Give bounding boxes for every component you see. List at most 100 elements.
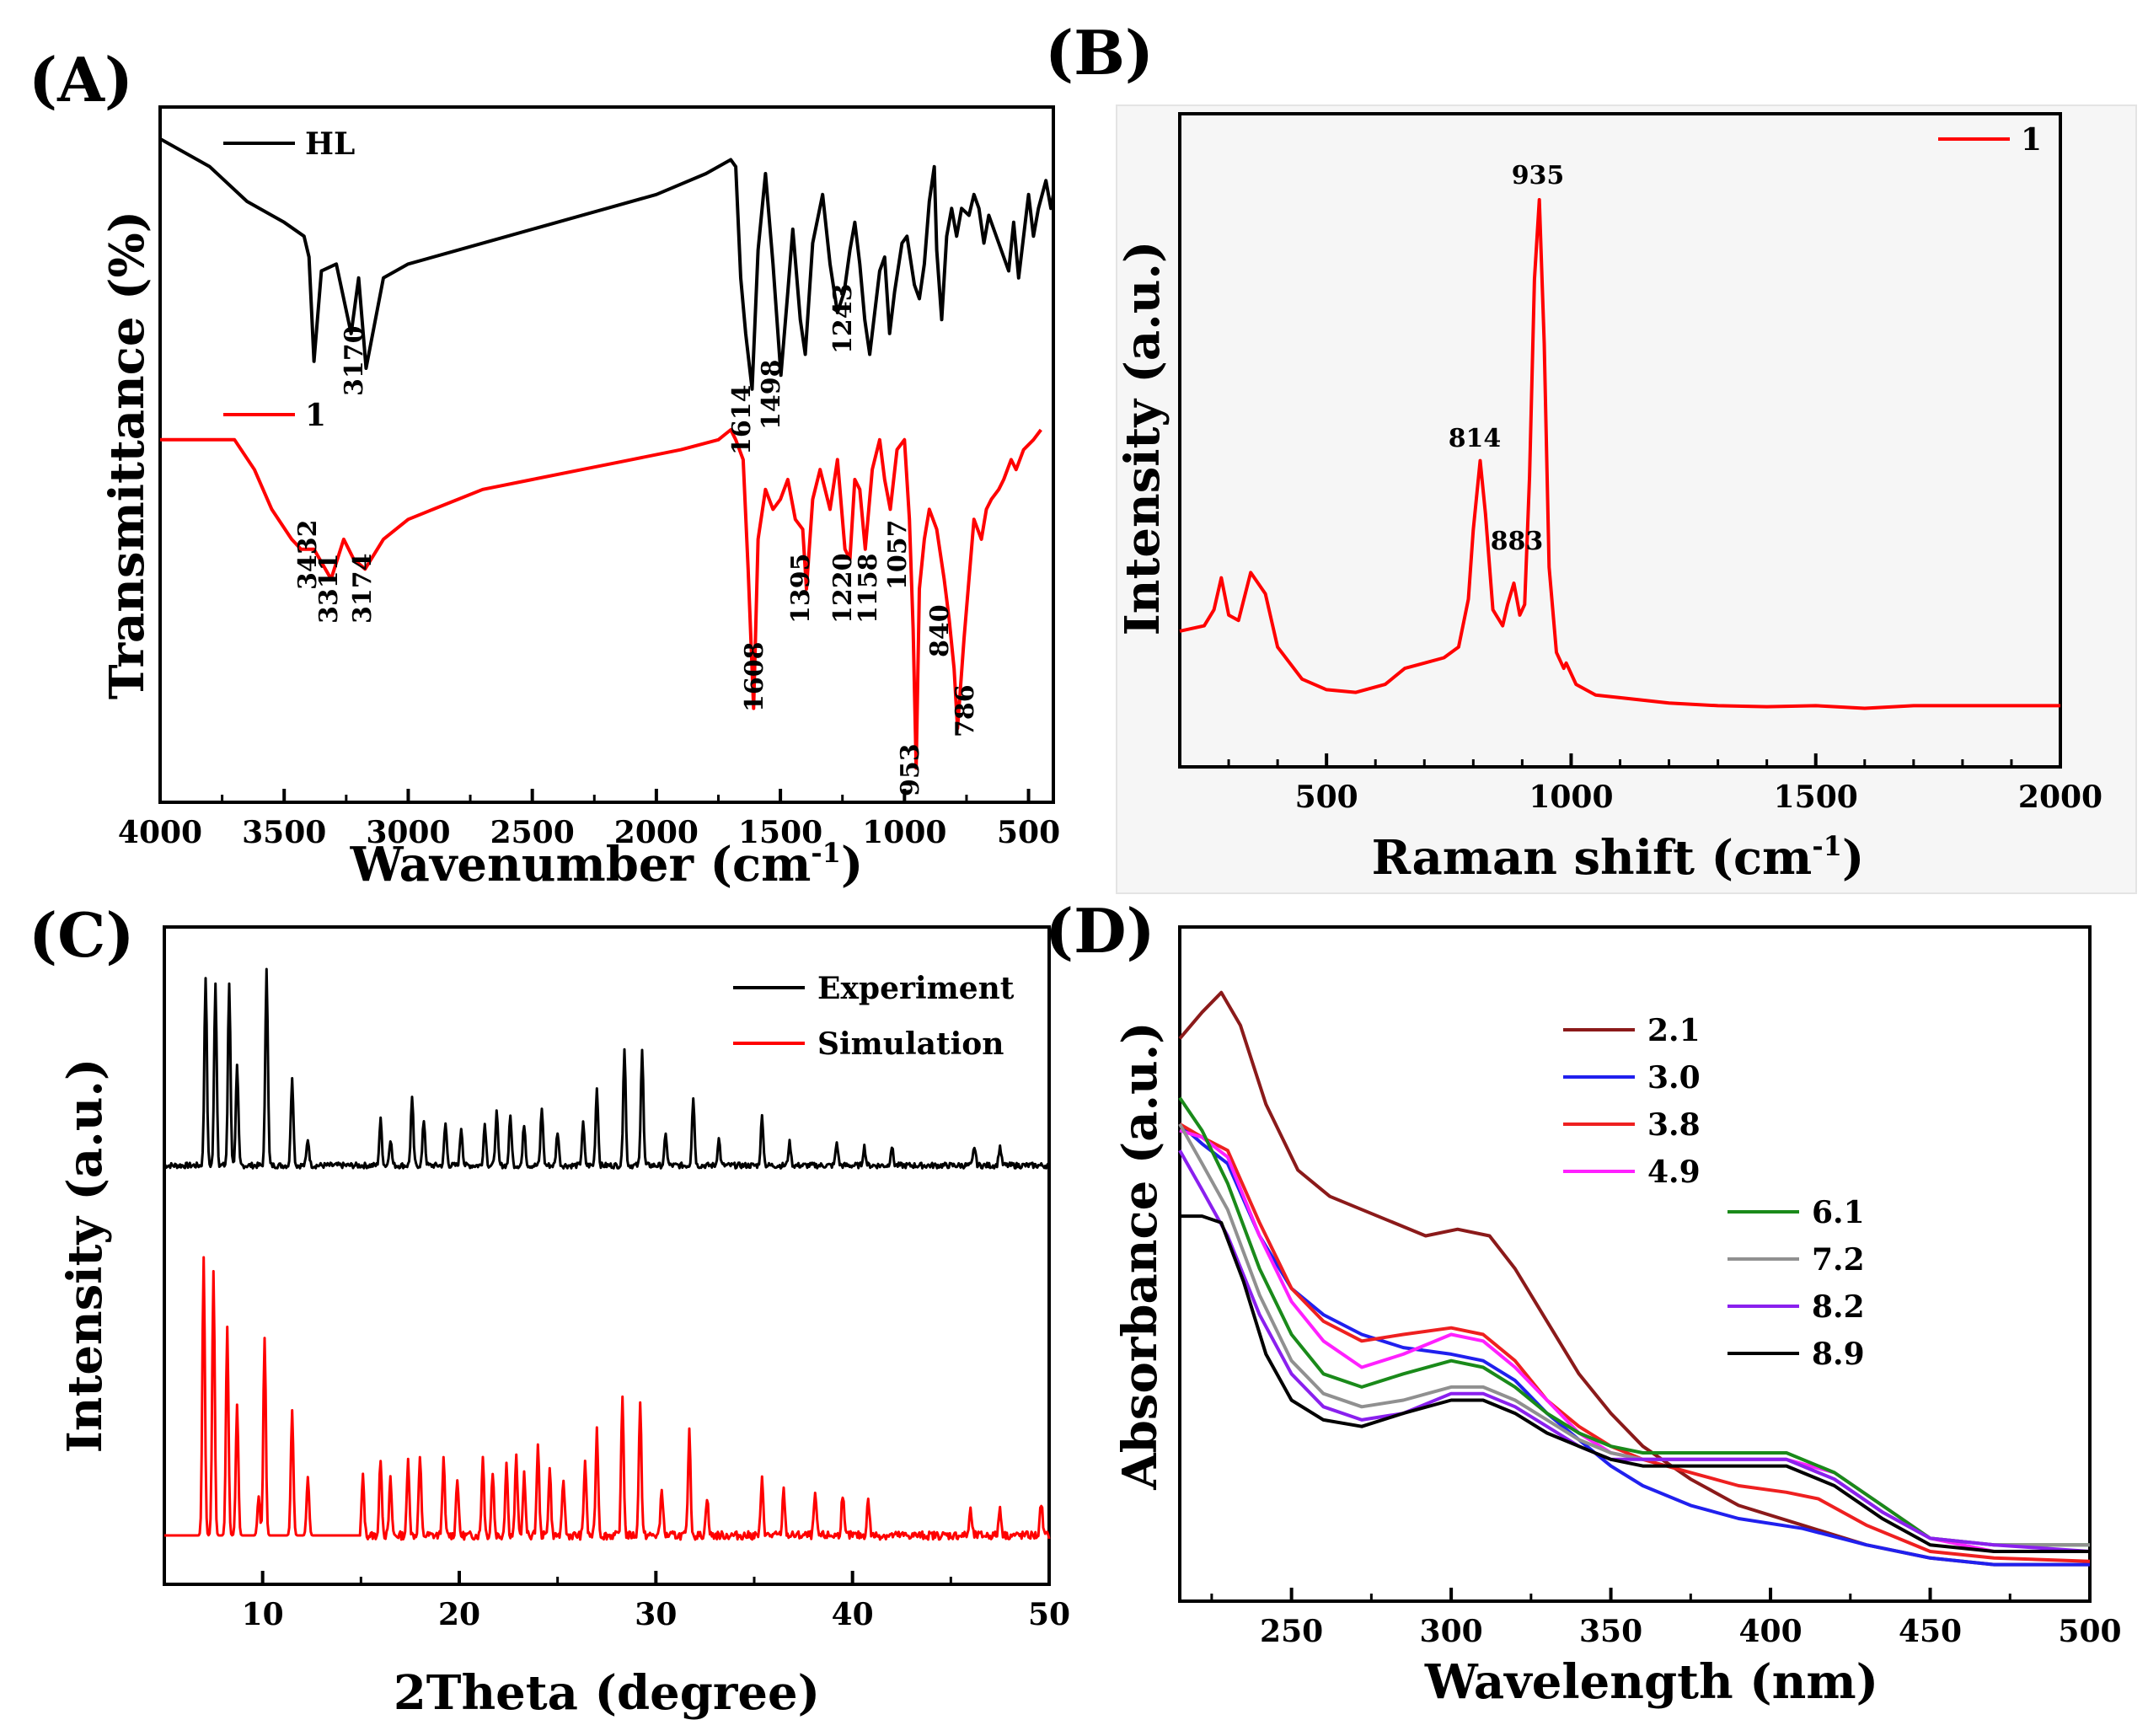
peak-label: 1243 [828,284,858,355]
legend-label-raman-1: 1 [2021,122,2042,158]
x-tick-label: 3000 [366,815,450,850]
x-tick-label: 300 [1420,1614,1483,1649]
panel-b-tick-labels: 500 1000 1500 2000 [1295,780,2103,815]
panel-d-ticks [1210,1588,2092,1601]
peak-label: 3311 [314,554,344,624]
legend-label-1: 1 [305,398,326,433]
panel-d-plot-frame [1178,925,2092,1603]
panel-c-legend: Experiment Simulation [733,971,1015,1062]
peak-label: 3174 [348,554,378,624]
panel-c-ticks [163,1571,1051,1584]
x-tick-label: 2000 [2018,780,2102,815]
x-tick-label: 30 [635,1597,677,1632]
peak-label: 1608 [740,642,769,713]
peak-label: 1395 [786,554,816,624]
panel-label-d: (D) [1045,895,1155,967]
x-tick-label: 500 [997,815,1060,850]
panel-b-annotations: 935 814 883 [1449,161,1565,556]
legend-label: 4.9 [1647,1155,1701,1190]
peak-label: 814 [1449,424,1502,453]
panel-b-series [1179,198,2060,710]
panel-c-ylabel: Intensity (a.u.) [57,1058,113,1454]
legend-label-experiment: Experiment [817,971,1015,1006]
panel-d: 250 300 350 400 450 500 2.1 3.0 3.8 4.9 6.1 7.2 8.2… [1112,925,2122,1710]
xrd-line-experiment [163,967,1050,1170]
uv-line-3-8 [1178,1123,2091,1563]
x-tick-label: 10 [242,1597,284,1632]
legend-label: 3.0 [1647,1060,1701,1096]
panel-a-plot-frame [158,105,1055,804]
x-tick-label: 4000 [118,815,202,850]
x-tick-label: 2000 [614,815,699,850]
peak-label: 3170 [340,326,369,397]
x-tick-label: 2500 [490,815,575,850]
panel-label-b: (B) [1045,17,1154,88]
panel-a-ticks [158,789,1031,802]
ir-line-1 [160,428,1042,770]
peak-label: 1158 [854,554,883,624]
x-tick-label: 500 [2058,1614,2121,1649]
panel-b-frame [1116,104,2137,894]
x-tick-label: 350 [1579,1614,1642,1649]
peak-label: 1220 [828,554,858,624]
uv-line-4-9 [1179,1128,2090,1553]
xrd-line-simulation [163,1256,1051,1541]
panel-d-xlabel: Wavelength (nm) [1424,1654,1878,1710]
panel-a-legend: HL 1 [223,126,355,433]
legend-label: 3.8 [1647,1107,1701,1143]
peak-label: 935 [1512,161,1565,190]
panel-c: 10 20 30 40 50 Experiment Simulation 2Theta … [57,925,1070,1721]
panel-c-plot-frame [163,925,1051,1586]
x-tick-label: 1000 [862,815,946,850]
panel-b-ylabel: Intensity (a.u.) [1115,241,1170,636]
uv-line-3-0 [1178,1123,2090,1567]
panel-c-series [163,967,1051,1541]
legend-label: 6.1 [1812,1195,1865,1230]
panel-label-c: (C) [29,899,134,971]
panel-b-legend: 1 [1938,122,2042,158]
peak-label: 1498 [757,360,786,431]
x-tick-label: 3500 [242,815,326,850]
panel-b: 500 1000 1500 2000 1 935 814 883 Raman shift … [1115,112,2103,886]
x-tick-label: 250 [1260,1614,1323,1649]
peak-label: 883 [1491,527,1544,556]
panel-d-legend: 2.1 3.0 3.8 4.9 6.1 7.2 8.2 8.9 [1563,1013,1865,1372]
x-tick-label: 50 [1028,1597,1070,1632]
panel-a-series [159,137,1055,770]
legend-label-simulation: Simulation [817,1026,1004,1062]
panel-b-ticks [1178,753,2062,767]
uv-line-8-9 [1180,1214,2090,1553]
panel-a-ylabel: Transmittance (%) [99,211,155,699]
panel-d-series [1178,990,2091,1567]
peak-label: 1057 [883,520,913,591]
legend-label: 8.9 [1812,1337,1865,1372]
x-tick-label: 500 [1295,780,1358,815]
panel-b-xlabel: Raman shift (cm-1) [1372,830,1865,886]
x-tick-label: 40 [832,1597,874,1632]
x-tick-label: 1500 [1774,780,1858,815]
panel-d-ylabel: Absorbance (a.u.) [1112,1021,1168,1490]
panel-a-xlabel: Wavenumber (cm-1) [350,837,864,892]
peak-label: 953 [896,743,925,796]
raman-line-1 [1179,198,2060,710]
peak-label: 840 [925,604,955,657]
peak-label: 786 [951,684,980,737]
legend-label: 8.2 [1812,1289,1865,1325]
legend-label: 7.2 [1812,1242,1865,1278]
uv-line-2-1 [1178,990,2090,1567]
panel-c-xlabel: 2Theta (degree) [394,1665,820,1721]
x-tick-label: 1500 [738,815,822,850]
panel-d-tick-labels: 250 300 350 400 450 500 [1260,1614,2122,1649]
panel-a: 4000 3500 3000 2500 2000 1500 1000 500 HL 1 317… [99,105,1060,892]
panel-c-tick-labels: 10 20 30 40 50 [242,1597,1070,1632]
x-tick-label: 1000 [1529,780,1613,815]
uv-line-6-1 [1178,1096,2090,1547]
panel-a-tick-labels: 4000 3500 3000 2500 2000 1500 1000 500 [118,815,1060,850]
x-tick-label: 400 [1738,1614,1802,1649]
legend-label-hl: HL [305,126,355,162]
panel-label-a: (A) [29,44,133,115]
peak-label: 3432 [293,520,323,591]
x-tick-label: 450 [1899,1614,1962,1649]
